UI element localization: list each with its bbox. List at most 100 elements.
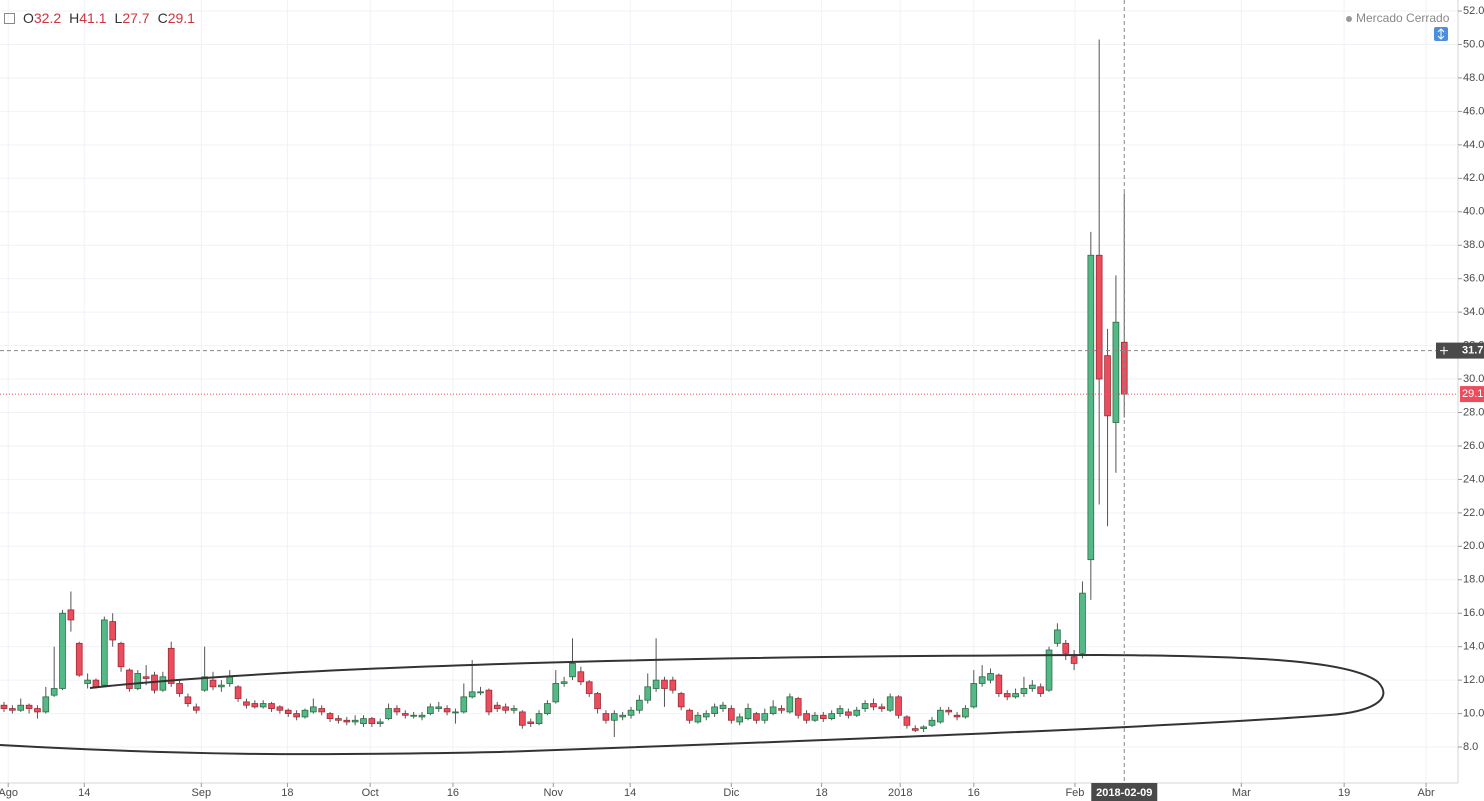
grid bbox=[0, 0, 1458, 783]
candle-body bbox=[1095, 254, 1103, 380]
candle-body bbox=[744, 708, 752, 720]
candle-body bbox=[861, 703, 869, 709]
candle-body bbox=[560, 681, 568, 684]
hand-drawn-ellipse bbox=[0, 653, 1385, 756]
candle-body bbox=[953, 714, 961, 718]
candle-body bbox=[251, 703, 259, 708]
x-tick-label: 16 bbox=[968, 787, 980, 799]
candle-body bbox=[385, 708, 392, 720]
candle-body bbox=[293, 713, 300, 718]
candle-body bbox=[401, 713, 409, 716]
y-tick-label: 16.0 bbox=[1463, 607, 1484, 619]
candle-body bbox=[259, 703, 267, 708]
candle-body bbox=[510, 708, 518, 711]
candle-body bbox=[42, 696, 50, 713]
candle-body bbox=[34, 708, 41, 713]
candle-body bbox=[126, 669, 133, 689]
candle-body bbox=[661, 679, 668, 689]
candle-body bbox=[301, 709, 309, 718]
candle-body bbox=[184, 696, 192, 704]
candle-body bbox=[794, 698, 802, 716]
candle-body bbox=[602, 713, 610, 721]
candle-body bbox=[1020, 688, 1028, 694]
candle-body bbox=[995, 674, 1003, 694]
candle-body bbox=[25, 704, 33, 709]
candle-body bbox=[652, 679, 660, 689]
candle-body bbox=[769, 706, 777, 714]
candle-body bbox=[351, 719, 359, 723]
y-tick-label: 48.0 bbox=[1463, 72, 1484, 84]
y-tick-label: 10.0 bbox=[1463, 707, 1484, 719]
ohlc-letter: H bbox=[69, 10, 80, 26]
candles bbox=[0, 39, 1128, 738]
candle-body bbox=[669, 679, 677, 691]
candle-body bbox=[644, 686, 652, 701]
candle-body bbox=[243, 701, 250, 706]
candle-body bbox=[427, 706, 434, 714]
candle-body bbox=[987, 673, 994, 681]
candle-body bbox=[50, 688, 58, 696]
candle-body bbox=[192, 706, 200, 711]
candle-body bbox=[159, 676, 167, 691]
y-tick-label: 36.0 bbox=[1463, 273, 1484, 285]
x-tick-label: Ago bbox=[0, 787, 18, 799]
crosshair-date-label: 2018-02-09 bbox=[1096, 787, 1152, 799]
candle-body bbox=[1037, 686, 1044, 694]
candle-body bbox=[101, 619, 108, 686]
ohlc-value: 41.1 bbox=[79, 10, 107, 26]
y-tick-label: 40.0 bbox=[1463, 206, 1484, 218]
candle-body bbox=[460, 696, 468, 713]
candle-body bbox=[1028, 684, 1036, 689]
y-tick-label: 8.0 bbox=[1463, 741, 1478, 753]
candle-body bbox=[627, 709, 635, 716]
candle-body bbox=[477, 691, 484, 694]
candle-body bbox=[335, 718, 342, 721]
candle-body bbox=[911, 728, 919, 731]
last-price-box bbox=[1460, 386, 1484, 403]
y-tick-label: 52.0 bbox=[1463, 5, 1484, 17]
candle-body bbox=[585, 681, 593, 694]
candle-body bbox=[636, 699, 643, 711]
x-tick-label: Abr bbox=[1418, 787, 1435, 799]
candle-body bbox=[920, 726, 927, 730]
candle-body bbox=[502, 706, 509, 711]
candle-body bbox=[84, 679, 91, 684]
x-tick-label: 18 bbox=[816, 787, 828, 799]
market-status: Mercado Cerrado bbox=[1346, 11, 1449, 25]
x-tick-label: Dic bbox=[723, 787, 739, 799]
candle-body bbox=[75, 642, 83, 676]
candle-body bbox=[468, 691, 476, 698]
candle-body bbox=[284, 709, 292, 714]
candle-body bbox=[903, 716, 911, 726]
candle-body bbox=[519, 711, 526, 726]
candle-body bbox=[853, 709, 861, 716]
candle-body bbox=[569, 663, 576, 678]
ohlc-value: 27.7 bbox=[122, 10, 150, 26]
candle-body bbox=[1070, 656, 1078, 664]
candle-body bbox=[418, 714, 426, 718]
candle-body bbox=[761, 713, 769, 721]
y-tick-label: 38.0 bbox=[1463, 239, 1484, 251]
candle-body bbox=[544, 703, 551, 714]
candle-body bbox=[577, 671, 585, 683]
candle-body bbox=[1012, 693, 1019, 698]
crosshair-plus bbox=[1440, 346, 1448, 355]
candle-body bbox=[485, 689, 493, 713]
candle-body bbox=[452, 711, 459, 714]
candle-body bbox=[1045, 649, 1053, 691]
candle-body bbox=[970, 683, 978, 708]
candle-body bbox=[117, 642, 125, 668]
ohlc-letter: C bbox=[157, 10, 168, 26]
x-tick-label: 18 bbox=[281, 787, 293, 799]
candle-body bbox=[167, 647, 175, 684]
legend-toggle[interactable] bbox=[4, 12, 15, 24]
candle-body bbox=[318, 708, 326, 713]
y-tick-label: 24.0 bbox=[1463, 473, 1484, 485]
candle-body bbox=[326, 713, 334, 720]
candle-body bbox=[610, 713, 618, 721]
y-tick-label: 12.0 bbox=[1463, 674, 1484, 686]
candle-body bbox=[1087, 254, 1095, 561]
candle-body bbox=[435, 706, 443, 709]
